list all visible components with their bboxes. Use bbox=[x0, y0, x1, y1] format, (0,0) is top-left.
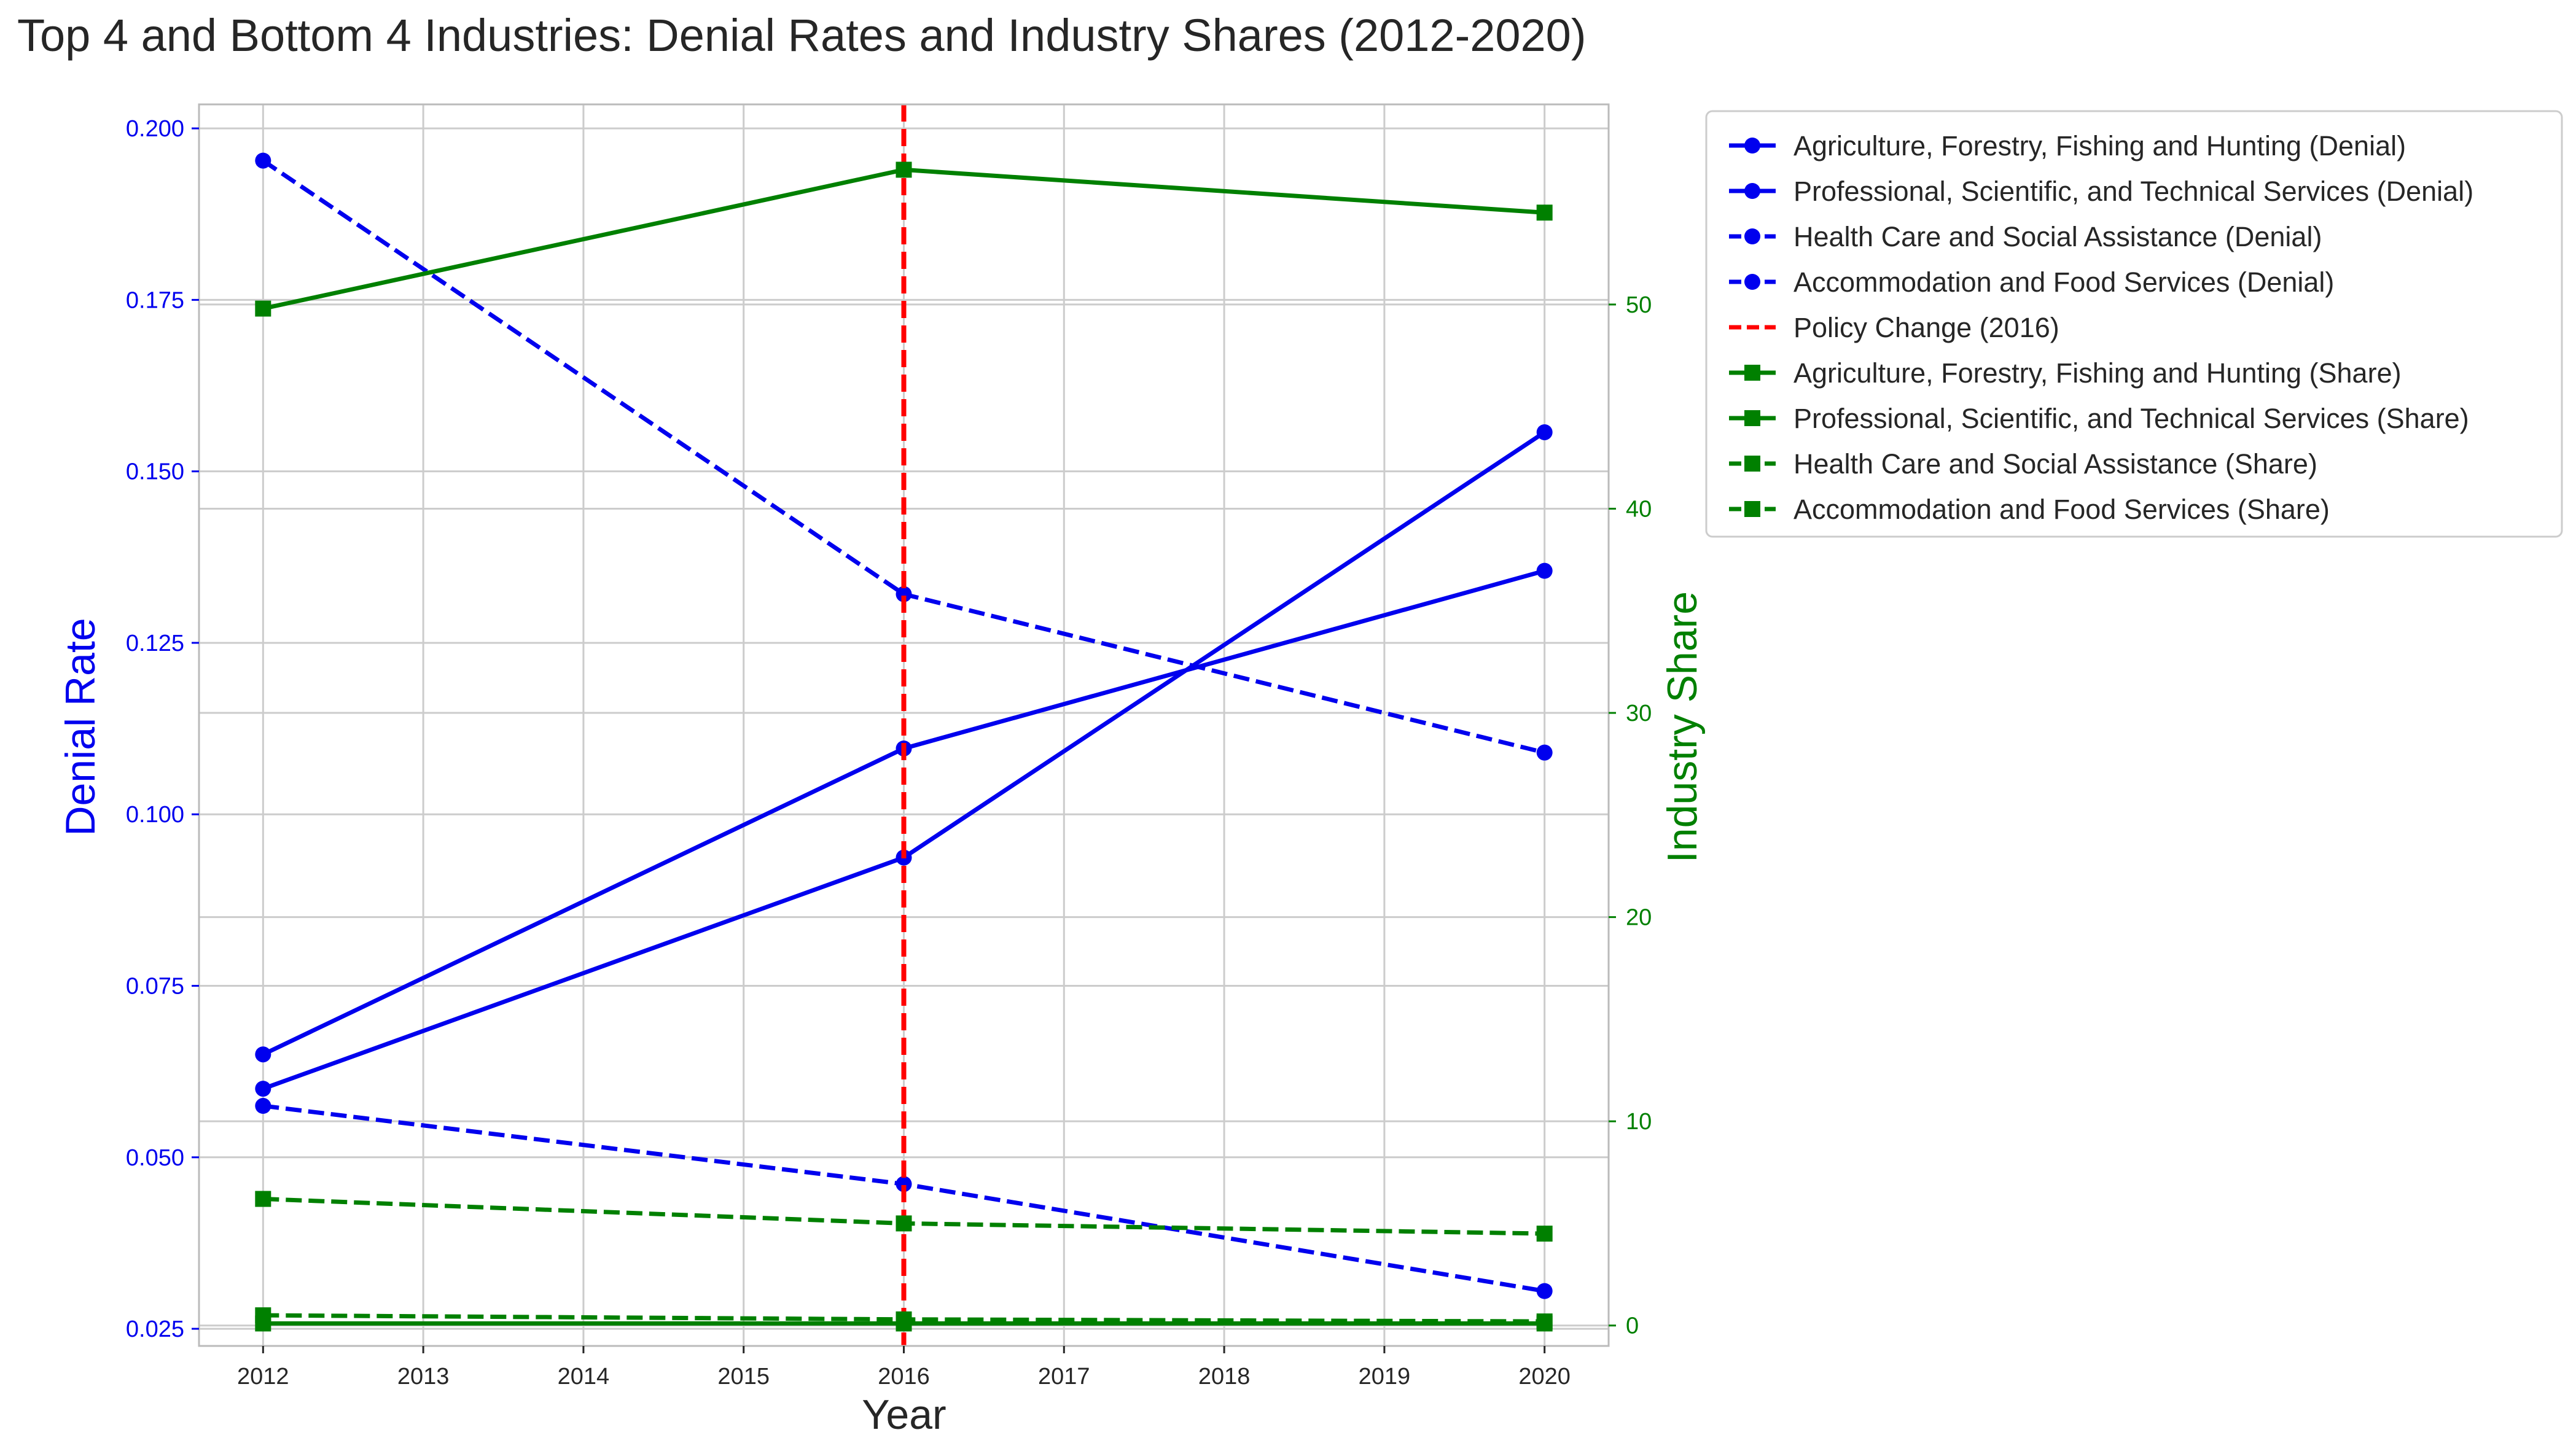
x-tick-label: 2012 bbox=[237, 1364, 289, 1390]
denial-point bbox=[896, 1176, 912, 1192]
right-y-axis-label: Industry Share bbox=[1659, 591, 1706, 863]
legend-label: Health Care and Social Assistance (Share… bbox=[1793, 448, 2317, 480]
denial-point bbox=[1536, 424, 1553, 440]
x-axis-label: Year bbox=[862, 1391, 946, 1438]
legend-label: Accommodation and Food Services (Share) bbox=[1793, 494, 2330, 525]
legend-box bbox=[1705, 110, 2563, 538]
denial-point bbox=[1536, 562, 1553, 579]
left-y-tick-label: 0.100 bbox=[126, 802, 184, 828]
legend-label: Health Care and Social Assistance (Denia… bbox=[1793, 221, 2322, 252]
x-tick-label: 2013 bbox=[397, 1364, 450, 1390]
share-point bbox=[1536, 1313, 1553, 1330]
left-y-tick-label: 0.125 bbox=[126, 631, 184, 656]
x-tick-label: 2014 bbox=[558, 1364, 610, 1390]
denial-point bbox=[1536, 744, 1553, 761]
x-tick-label: 2020 bbox=[1518, 1364, 1571, 1390]
series-lines bbox=[255, 104, 1553, 1346]
left-y-tick-label: 0.075 bbox=[126, 974, 184, 1000]
left-y-tick-label: 0.050 bbox=[126, 1145, 184, 1171]
denial-point bbox=[255, 1046, 271, 1063]
denial-point bbox=[896, 586, 912, 602]
x-tick-label: 2019 bbox=[1359, 1364, 1411, 1390]
share-point bbox=[255, 1191, 271, 1207]
legend-label: Professional, Scientific, and Technical … bbox=[1793, 176, 2473, 207]
share-point bbox=[255, 300, 271, 317]
legend-marker bbox=[1744, 138, 1760, 154]
right-y-tick-label: 10 bbox=[1626, 1109, 1652, 1135]
x-tick-label: 2015 bbox=[717, 1364, 770, 1390]
legend-label: Professional, Scientific, and Technical … bbox=[1793, 403, 2469, 434]
legend-marker bbox=[1744, 501, 1760, 517]
legend-label: Agriculture, Forestry, Fishing and Hunti… bbox=[1793, 357, 2402, 389]
legend: Agriculture, Forestry, Fishing and Hunti… bbox=[1705, 110, 2563, 538]
legend-marker bbox=[1744, 274, 1760, 290]
share-point bbox=[896, 161, 912, 178]
right-y-tick-label: 0 bbox=[1626, 1313, 1639, 1339]
legend-marker bbox=[1744, 410, 1760, 426]
left-y-tick-label: 0.200 bbox=[126, 116, 184, 142]
denial-point bbox=[255, 1098, 271, 1114]
denial-point bbox=[255, 1081, 271, 1097]
denial-point bbox=[1536, 1283, 1553, 1299]
legend-marker bbox=[1744, 456, 1760, 472]
x-tick-label: 2017 bbox=[1038, 1364, 1090, 1390]
share-point bbox=[1536, 204, 1553, 221]
share-point bbox=[896, 1311, 912, 1328]
left-y-tick-label: 0.150 bbox=[126, 459, 184, 485]
left-y-tick-label: 0.025 bbox=[126, 1316, 184, 1342]
right-y-tick-label: 20 bbox=[1626, 905, 1652, 931]
legend-marker bbox=[1744, 228, 1760, 244]
legend-marker bbox=[1744, 365, 1760, 381]
right-y-tick-label: 50 bbox=[1626, 292, 1652, 318]
legend-label: Policy Change (2016) bbox=[1793, 312, 2059, 343]
share-point bbox=[255, 1307, 271, 1324]
left-y-tick-label: 0.175 bbox=[126, 287, 184, 313]
right-y-tick-label: 40 bbox=[1626, 496, 1652, 522]
legend-label: Agriculture, Forestry, Fishing and Hunti… bbox=[1793, 130, 2406, 161]
x-tick-label: 2016 bbox=[878, 1364, 930, 1390]
right-y-tick-label: 30 bbox=[1626, 701, 1652, 726]
legend-label: Accommodation and Food Services (Denial) bbox=[1793, 266, 2334, 298]
share-point bbox=[896, 1215, 912, 1232]
chart-title: Top 4 and Bottom 4 Industries: Denial Ra… bbox=[17, 10, 1586, 61]
axes: 2012 2013 2014 2015 2016 2017 2018 2019 2020 0.02… bbox=[126, 103, 1652, 1390]
legend-marker bbox=[1744, 183, 1760, 199]
left-y-axis-label: Denial Rate bbox=[57, 618, 104, 836]
x-tick-label: 2018 bbox=[1198, 1364, 1251, 1390]
share-point bbox=[1536, 1226, 1553, 1242]
denial-point bbox=[255, 152, 271, 169]
